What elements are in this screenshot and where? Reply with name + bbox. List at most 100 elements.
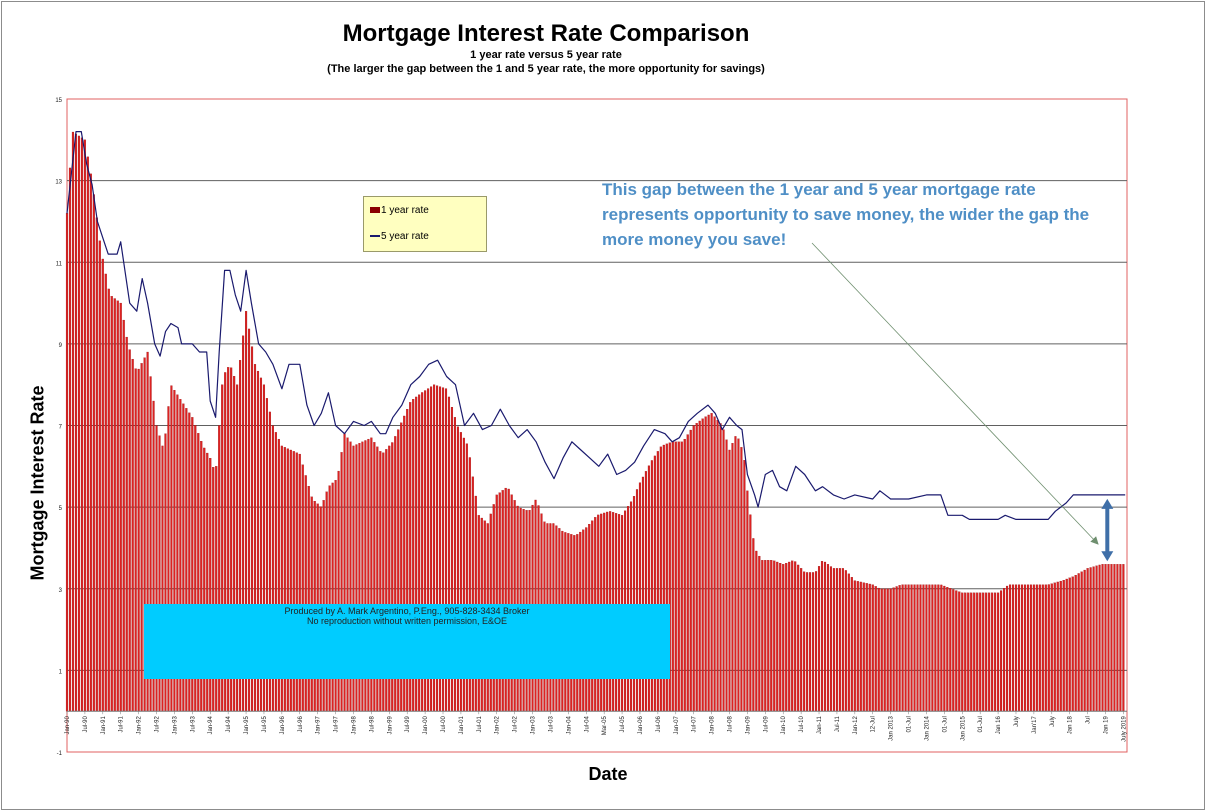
bar-1-year	[71, 131, 75, 712]
bar-1-year	[994, 592, 997, 712]
legend-bar-swatch	[370, 207, 380, 214]
bar-1-year	[803, 571, 806, 712]
bar-1-year	[919, 584, 922, 712]
bar-1-year	[749, 514, 752, 712]
bar-1-year	[719, 423, 722, 712]
bar-1-year	[80, 137, 83, 712]
bar-1-year	[877, 587, 880, 712]
bar-1-year	[128, 349, 131, 712]
x-tick-label: 01-Jul	[907, 716, 913, 732]
x-tick-label: Jan-90	[65, 716, 71, 735]
bar-1-year	[1014, 584, 1018, 712]
bar-1-year	[823, 561, 827, 712]
bar-1-year	[907, 584, 910, 712]
credit-box: Produced by A. Mark Argentino, P.Eng., 9…	[144, 604, 670, 679]
bar-1-year	[1071, 576, 1074, 712]
bar-1-year	[1023, 584, 1026, 712]
x-tick-label: 12-Jul	[871, 716, 877, 732]
bar-1-year	[1122, 564, 1125, 712]
x-tick-label: Jan-12	[853, 716, 859, 735]
bar-1-year	[910, 584, 913, 712]
bar-1-year	[1020, 584, 1024, 712]
bar-1-year	[707, 414, 710, 712]
bar-1-year	[958, 591, 961, 712]
x-tick-label: Jul-91	[119, 716, 125, 733]
bar-1-year	[1035, 584, 1038, 712]
y-tick-label: 3	[59, 588, 63, 594]
bar-1-year	[1107, 564, 1110, 712]
x-tick-label: 01-Jul	[942, 716, 948, 732]
bar-1-year	[671, 441, 674, 712]
bar-1-year	[922, 584, 925, 712]
bar-1-year	[752, 538, 755, 712]
bar-1-year	[886, 588, 889, 712]
bar-1-year	[985, 592, 988, 712]
bar-1-year	[847, 573, 850, 712]
bar-1-year	[86, 156, 89, 712]
bar-1-year	[728, 449, 731, 712]
x-tick-label: Jul-98	[369, 716, 375, 733]
bar-1-year	[952, 589, 955, 712]
bar-1-year	[677, 441, 680, 712]
bar-1-year	[74, 133, 78, 712]
bar-1-year	[83, 139, 86, 712]
bar-1-year	[925, 584, 928, 712]
x-tick-label: Jan-94	[208, 716, 214, 735]
bar-1-year	[1059, 580, 1062, 712]
x-tick-label: Jul-08	[728, 716, 734, 733]
bar-1-year	[964, 592, 967, 712]
bar-1-year	[1080, 571, 1083, 712]
bar-1-year	[814, 571, 818, 712]
bar-1-year	[892, 587, 895, 712]
bar-1-year	[674, 441, 677, 712]
x-tick-label: Jan-11	[817, 716, 823, 735]
bar-1-year	[734, 436, 737, 712]
bar-1-year	[698, 420, 701, 712]
bar-1-year	[835, 568, 838, 712]
chart-subtitle-1: 1 year rate versus 5 year rate	[470, 49, 622, 61]
x-tick-label: Jul-01	[477, 716, 483, 733]
bar-1-year	[716, 419, 719, 712]
gap-annotation-text: This gap between the 1 year and 5 year m…	[602, 180, 1090, 249]
bar-1-year	[1017, 584, 1021, 712]
bar-1-year	[943, 585, 946, 712]
x-tick-label: Jan 19	[1104, 716, 1110, 735]
legend-label-1-year: 1 year rate	[381, 205, 429, 216]
bar-1-year	[788, 561, 791, 712]
bar-1-year	[901, 584, 904, 712]
bar-1-year	[862, 582, 865, 712]
legend-item-1-year: 1 year rate	[370, 204, 429, 218]
x-tick-label: Jul-94	[226, 716, 232, 733]
bar-1-year	[817, 566, 821, 712]
bar-1-year	[797, 564, 800, 712]
x-tick-label: Jul-04	[584, 716, 590, 733]
x-tick-label: Jul-03	[548, 716, 554, 733]
x-tick-label: Jan-91	[101, 716, 107, 735]
x-tick-label: Jul-09	[763, 716, 769, 733]
bar-1-year	[997, 592, 1000, 712]
bar-1-year	[856, 581, 859, 712]
bar-1-year	[982, 592, 985, 712]
bar-1-year	[988, 592, 991, 712]
bar-1-year	[1068, 577, 1071, 712]
x-axis-label: Date	[588, 764, 628, 784]
bar-1-year	[1074, 575, 1077, 712]
line-5-year	[66, 131, 1126, 521]
bar-1-year	[713, 416, 716, 712]
chart-subtitle-2: (The larger the gap between the 1 and 5 …	[327, 63, 765, 75]
bar-1-year	[767, 560, 770, 712]
bar-1-year	[883, 588, 886, 712]
y-tick-label: 13	[55, 180, 62, 186]
bar-1-year	[895, 586, 898, 712]
bar-1-year	[979, 592, 982, 712]
bar-1-year	[934, 584, 937, 712]
bar-1-year	[1032, 584, 1035, 712]
bar-1-year	[880, 588, 883, 712]
bar-1-year	[737, 438, 740, 712]
bar-1-year	[871, 584, 874, 712]
bar-1-year	[1062, 580, 1065, 712]
x-tick-label: Jan-09	[745, 716, 751, 735]
x-tick-label: Jul-06	[656, 716, 662, 733]
bar-1-year	[710, 413, 713, 712]
x-tick-label: Jan 2015	[960, 716, 966, 741]
